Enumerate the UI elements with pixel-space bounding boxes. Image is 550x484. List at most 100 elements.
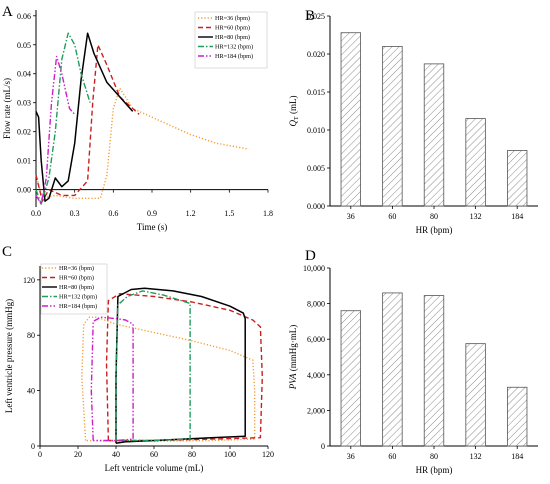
panel-c-legend: HR=36 (bpm) HR=60 (bpm) HR=80 (bpm) HR=132 …	[40, 263, 108, 315]
panel-a-legend-label: HR=80 (bpm)	[215, 34, 250, 41]
panel-a-series-line	[35, 32, 134, 202]
panel-d-y-tick-label: 2,000	[307, 406, 325, 415]
panel-d-bar	[382, 292, 403, 447]
panel-c-y-tick-label: 120	[23, 276, 35, 285]
panel-b-y-tick-label: 0.010	[307, 126, 325, 135]
panel-b-x-tick-label: 80	[430, 212, 438, 221]
panel-c-x-tick-label: 80	[188, 450, 196, 459]
panel-b-y-axis-title-sub: T	[294, 116, 300, 120]
panel-d-y-axis-title-main: PVA	[288, 373, 298, 390]
panel-c-x-axis-title: Left ventricle volume (mL)	[105, 463, 204, 473]
panel-b-bar-chart: 0.000 0.005 0.010 0.015 0.020 0.025 36 60 80 132 1…	[288, 12, 538, 235]
panel-c-y-axis-title: Left ventricle pressure (mmHg)	[4, 299, 14, 413]
panel-d-y-tick-label: 8,000	[307, 300, 325, 309]
panel-a-legend-label: HR=132 (bpm)	[215, 44, 253, 51]
panel-a-legend-label: HR=184 (bpm)	[215, 53, 253, 60]
panel-d-x-tick-label: 184	[511, 452, 523, 461]
panel-a-y-tick-label: 0.04	[17, 70, 31, 79]
panel-a-x-tick-label: 0.0	[31, 209, 41, 218]
panel-b-y-tick-label: 0.015	[307, 88, 325, 97]
panel-c-series-line	[81, 316, 256, 442]
panel-a-y-tick-label: 0.02	[17, 128, 31, 137]
panel-d-bar-chart: 0 2,000 4,000 6,000 8,000 10,000 36 60 80 132 184 H…	[288, 264, 538, 475]
panel-a-y-tick-label: 0.06	[17, 12, 31, 21]
panel-d-bar	[507, 386, 528, 447]
panel-a-legend-label: HR=36 (bpm)	[215, 15, 250, 22]
panel-a-x-axis-title: Time (s)	[137, 222, 167, 232]
panel-a-series-line	[35, 44, 140, 202]
panel-d-x-tick-label: 60	[388, 452, 396, 461]
panel-c-x-tick-label: 40	[112, 450, 120, 459]
panel-c-x-tick-label: 120	[262, 450, 274, 459]
panel-c-legend-label: HR=60 (bpm)	[59, 275, 94, 282]
panel-c-x-tick-label: 100	[224, 450, 236, 459]
panel-b-x-tick-label: 36	[347, 212, 355, 221]
panel-c-legend-box	[40, 263, 108, 315]
panel-c-legend-label: HR=132 (bpm)	[59, 294, 97, 301]
panel-c-y-tick-label: 0	[31, 442, 35, 451]
panel-d-y-tick-label: 4,000	[307, 371, 325, 380]
panel-b-y-axis-title: QT (mL)	[288, 96, 300, 127]
panel-b-x-axis-title: HR (bpm)	[416, 225, 453, 235]
panel-a-legend-box	[194, 11, 268, 69]
panel-d-x-tick-label: 36	[347, 452, 355, 461]
panel-d-y-axis-title: PVA (mmHg·mL)	[288, 325, 298, 391]
panel-b-y-axis-title-main: Q	[288, 119, 298, 126]
panel-a-series-line	[35, 87, 249, 199]
panel-a-x-tick-label: 0.6	[108, 209, 118, 218]
panel-b-y-axis-title-unit: (mL)	[288, 96, 298, 117]
panel-c-x-tick-label: 60	[150, 450, 158, 459]
panel-b-x-tick-label: 184	[511, 212, 523, 221]
panel-c-series-line	[115, 287, 246, 444]
panel-a-y-tick-label: 0.01	[17, 157, 31, 166]
panel-d-y-tick-label: 0	[321, 442, 325, 451]
panel-b-y-tick-label: 0.020	[307, 50, 325, 59]
panel-c-series-line	[105, 293, 263, 442]
panel-a-x-tick-label: 1.8	[263, 209, 273, 218]
panel-a-y-tick-label: 0.03	[17, 99, 31, 108]
panel-d-letter: D	[305, 248, 316, 264]
panel-d-x-tick-label: 132	[470, 452, 482, 461]
panel-d-bar	[465, 343, 486, 447]
panel-c-legend-label: HR=80 (bpm)	[59, 284, 94, 291]
panel-b-y-tick-label: 0.025	[307, 12, 325, 21]
panel-c-series-line	[90, 316, 134, 442]
panel-a-y-tick-label: 0.00	[17, 186, 31, 195]
panel-a-line-chart: 0.0 0.3 0.6 0.9 1.2 1.5 1.8 0.00 0.01 0.02 0.03 0.0…	[2, 10, 273, 232]
panel-b-letter: B	[305, 8, 315, 24]
panel-b-bar	[340, 32, 361, 207]
panel-a-legend-label: HR=60 (bpm)	[215, 25, 250, 32]
panel-c-series-line	[115, 290, 191, 442]
panel-b-y-tick-label: 0.005	[307, 164, 325, 173]
panel-b-bar	[382, 46, 403, 207]
panel-c-legend-label: HR=184 (bpm)	[59, 303, 97, 310]
panel-c-y-tick-label: 80	[27, 331, 35, 340]
panel-a-legend: HR=36 (bpm) HR=60 (bpm) HR=80 (bpm) HR=132 …	[194, 11, 268, 69]
panel-c-y-tick-label: 40	[27, 387, 35, 396]
panel-a-x-tick-label: 1.2	[186, 209, 196, 218]
panel-d-x-axis-title: HR (bpm)	[416, 465, 453, 475]
panel-b-bar	[465, 118, 486, 207]
panel-d-bar	[423, 295, 445, 447]
panel-a-y-tick-label: 0.05	[17, 41, 31, 50]
panel-b-y-tick-label: 0.000	[307, 202, 325, 211]
panel-d-bar	[340, 310, 361, 447]
panel-a-x-tick-label: 0.9	[147, 209, 157, 218]
panel-a-x-tick-label: 0.3	[70, 209, 80, 218]
panel-b-x-tick-label: 132	[470, 212, 482, 221]
panel-b-bar	[423, 63, 445, 207]
panel-a-series-line	[35, 32, 91, 205]
panel-c-x-tick-label: 0	[38, 450, 42, 459]
panel-c-letter: C	[2, 244, 12, 260]
panel-d-y-tick-label: 10,000	[303, 264, 325, 273]
panel-d-x-tick-label: 80	[430, 452, 438, 461]
panel-c-pv-loop-chart: 0 20 40 60 80 100 120 0 40 80 120 Left ventricle vo…	[4, 263, 274, 473]
panel-d-y-axis-title-unit: (mmHg·mL)	[288, 325, 298, 374]
panel-c-legend-label: HR=36 (bpm)	[59, 265, 94, 272]
panel-a-x-tick-label: 1.5	[224, 209, 234, 218]
panel-d-y-tick-label: 6,000	[307, 335, 325, 344]
panel-b-x-tick-label: 60	[388, 212, 396, 221]
panel-a-y-axis-title: Flow rate (mL/s)	[2, 78, 12, 139]
panel-a-letter: A	[2, 4, 13, 20]
